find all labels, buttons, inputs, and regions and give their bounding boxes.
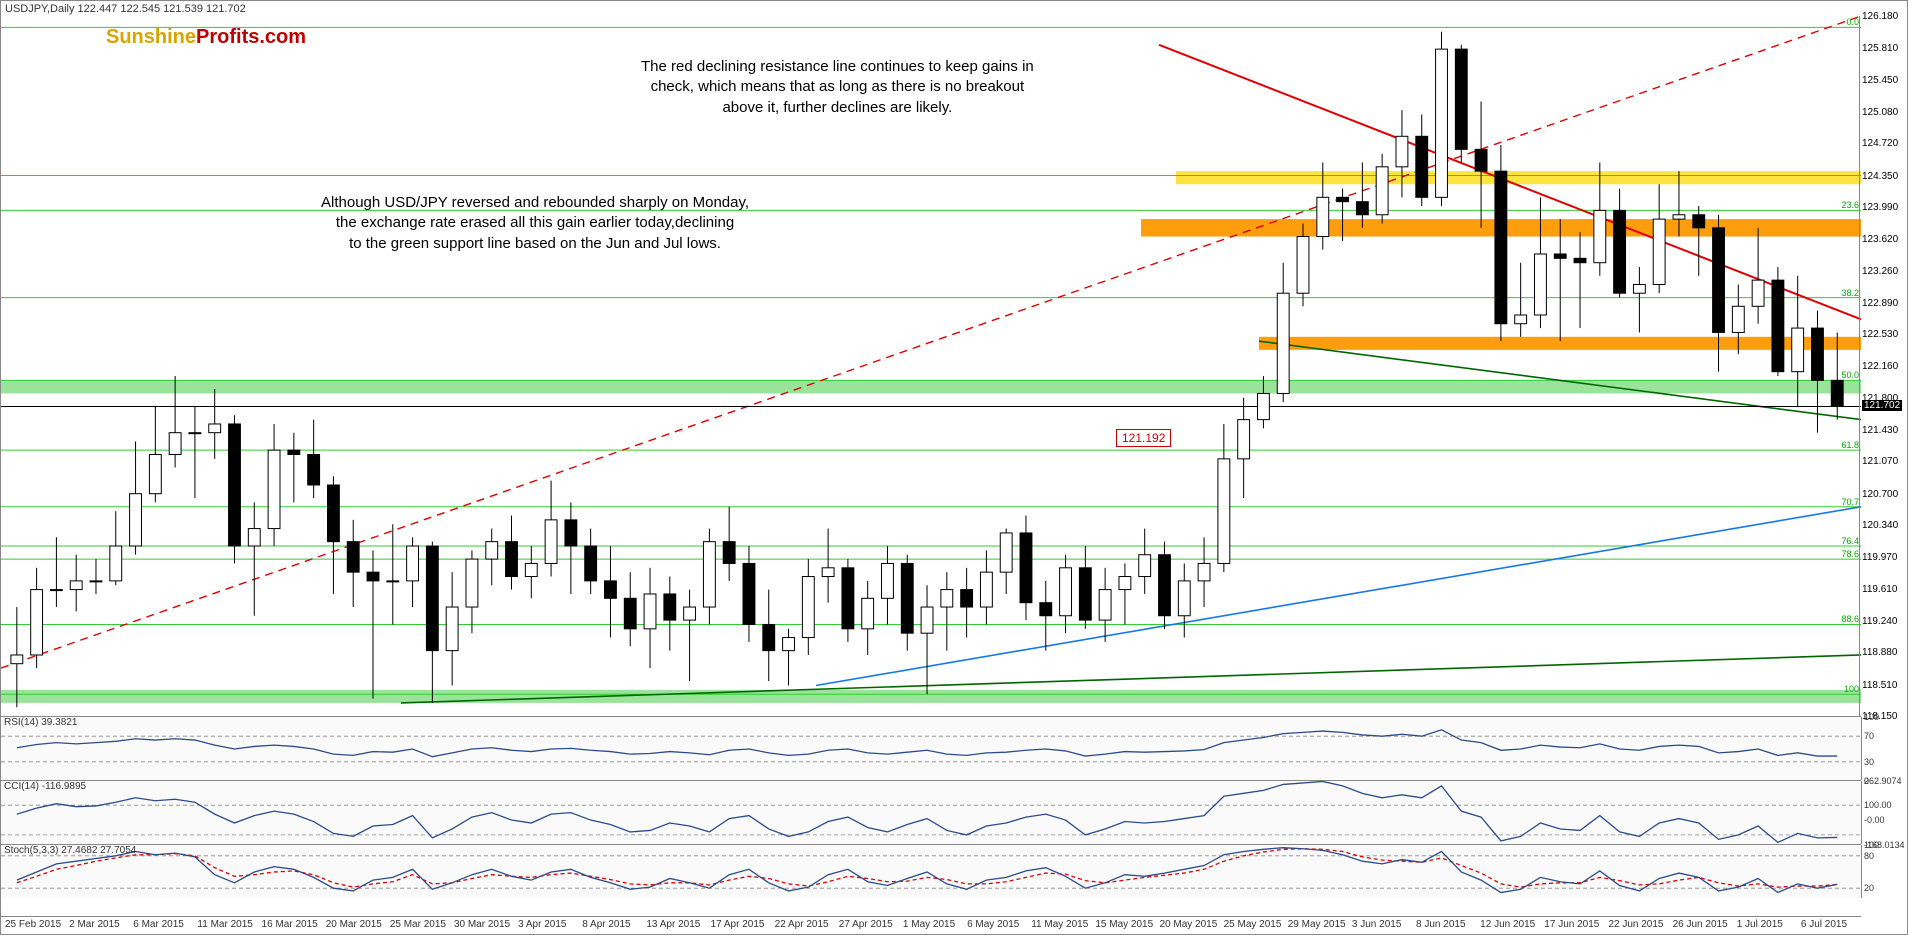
x-tick: 2 Mar 2015 <box>69 919 120 930</box>
fib-label: 0.0 <box>1846 17 1859 27</box>
x-tick: 3 Apr 2015 <box>518 919 566 930</box>
x-tick: 6 May 2015 <box>967 919 1019 930</box>
x-axis-scale: 25 Feb 2015 2 Mar 2015 6 Mar 2015 11 Mar 20… <box>1 916 1861 934</box>
stoch-label: Stoch(5,3,3) 27.4682 27.7054 <box>4 845 136 856</box>
y-tick: 122.160 <box>1862 361 1898 372</box>
y-tick: 119.970 <box>1862 552 1897 563</box>
price-box-label: 121.192 <box>1116 429 1171 447</box>
y-tick: 123.990 <box>1862 202 1898 213</box>
y-tick: 121.070 <box>1862 456 1898 467</box>
x-tick: 25 Mar 2015 <box>390 919 446 930</box>
fib-label: 70.7 <box>1841 497 1859 507</box>
x-tick: 25 May 2015 <box>1224 919 1282 930</box>
x-tick: 8 Apr 2015 <box>582 919 630 930</box>
fib-label: 76.4 <box>1841 536 1859 546</box>
x-tick: 8 Jun 2015 <box>1416 919 1466 930</box>
x-tick: 17 Apr 2015 <box>711 919 765 930</box>
x-tick: 25 Feb 2015 <box>5 919 61 930</box>
y-tick: 121.430 <box>1862 425 1898 436</box>
fib-label: 50.0 <box>1841 370 1859 380</box>
rsi-plot <box>1 717 1861 781</box>
x-tick: 1 Jul 2015 <box>1737 919 1783 930</box>
x-tick: 11 Mar 2015 <box>197 919 252 930</box>
chart-title: USDJPY,Daily 122.447 122.545 121.539 121… <box>5 3 246 15</box>
watermark-part2: Profits.com <box>196 26 306 48</box>
x-tick: 22 Apr 2015 <box>775 919 829 930</box>
y-tick: 118.880 <box>1862 647 1897 658</box>
fib-label: 100 <box>1844 684 1859 694</box>
stoch-plot <box>1 845 1861 899</box>
x-tick: 30 Mar 2015 <box>454 919 510 930</box>
cci-scale: 262.9074100.00-0.00-168.0134 <box>1861 781 1908 844</box>
y-tick: 119.610 <box>1862 584 1897 595</box>
x-tick: 6 Jul 2015 <box>1801 919 1847 930</box>
fib-label: 38.2 <box>1841 288 1859 298</box>
x-tick: 6 Mar 2015 <box>133 919 184 930</box>
y-axis-scale: 126.180125.810125.450125.080124.720124.3… <box>1859 16 1907 716</box>
x-tick: 1 May 2015 <box>903 919 955 930</box>
x-tick: 3 Jun 2015 <box>1352 919 1402 930</box>
y-tick: 125.450 <box>1862 75 1898 86</box>
x-tick: 27 Apr 2015 <box>839 919 893 930</box>
y-tick: 123.260 <box>1862 266 1898 277</box>
x-tick: 15 May 2015 <box>1095 919 1153 930</box>
x-tick: 11 May 2015 <box>1031 919 1088 930</box>
x-tick: 13 Apr 2015 <box>646 919 700 930</box>
x-tick: 17 Jun 2015 <box>1544 919 1599 930</box>
y-tick: 118.510 <box>1862 680 1897 691</box>
annotation-resistance: The red declining resistance line contin… <box>641 57 1034 118</box>
fib-label: 23.6 <box>1841 200 1859 210</box>
x-tick: 22 Jun 2015 <box>1608 919 1663 930</box>
x-tick: 20 May 2015 <box>1159 919 1217 930</box>
x-tick: 12 Jun 2015 <box>1480 919 1535 930</box>
cci-label: CCI(14) -116.9895 <box>4 781 86 792</box>
cci-indicator-panel[interactable]: CCI(14) -116.9895 262.9074100.00-0.00-16… <box>1 780 1861 844</box>
fib-label: 61.8 <box>1841 440 1859 450</box>
y-tick: 119.240 <box>1862 616 1897 627</box>
chart-container: USDJPY,Daily 122.447 122.545 121.539 121… <box>0 0 1908 935</box>
y-tick: 126.180 <box>1862 11 1898 22</box>
x-tick: 26 Jun 2015 <box>1673 919 1728 930</box>
candles-layer <box>1 16 1861 716</box>
watermark-part1: Sunshine <box>106 26 196 48</box>
y-current-price: 121.702 <box>1862 400 1902 411</box>
annotation-support: Although USD/JPY reversed and rebounded … <box>321 193 749 254</box>
y-tick: 124.720 <box>1862 138 1898 149</box>
stoch-scale: 1008020 <box>1861 845 1908 898</box>
y-tick: 120.340 <box>1862 520 1898 531</box>
cci-plot <box>1 781 1861 845</box>
stoch-indicator-panel[interactable]: Stoch(5,3,3) 27.4682 27.7054 1008020 <box>1 844 1861 898</box>
y-tick: 125.080 <box>1862 107 1898 118</box>
rsi-scale: 03070100 <box>1861 717 1908 780</box>
main-price-chart[interactable]: 0.0 23.6 38.2 50.0 61.8 70.7 76.4 78.6 88.6 100 T… <box>1 16 1861 716</box>
y-tick: 120.700 <box>1862 489 1898 500</box>
x-tick: 29 May 2015 <box>1288 919 1346 930</box>
rsi-label: RSI(14) 39.3821 <box>4 717 77 728</box>
watermark: SunshineProfits.com <box>106 26 306 49</box>
rsi-indicator-panel[interactable]: RSI(14) 39.3821 03070100 <box>1 716 1861 780</box>
fib-label: 78.6 <box>1841 549 1859 559</box>
y-tick: 122.530 <box>1862 329 1898 340</box>
y-tick: 123.620 <box>1862 234 1898 245</box>
y-tick: 125.810 <box>1862 43 1898 54</box>
x-tick: 20 Mar 2015 <box>326 919 382 930</box>
y-tick: 124.350 <box>1862 171 1898 182</box>
fib-label: 88.6 <box>1841 614 1859 624</box>
x-tick: 16 Mar 2015 <box>262 919 318 930</box>
y-tick: 122.890 <box>1862 298 1898 309</box>
